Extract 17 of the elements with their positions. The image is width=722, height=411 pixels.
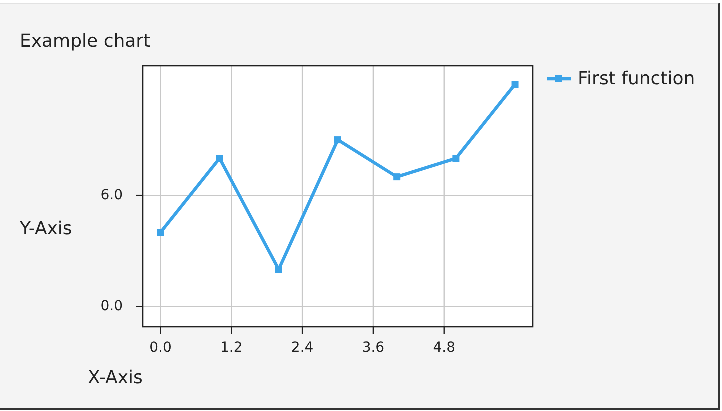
x-tick-label: 2.4 — [291, 340, 314, 356]
y-tick-label: 6.0 — [100, 188, 123, 204]
point — [275, 266, 282, 274]
point — [394, 174, 401, 181]
x-tick-label: 4.8 — [433, 340, 456, 356]
point — [512, 81, 519, 88]
legend-label: First function — [578, 68, 696, 90]
point — [334, 136, 342, 144]
x-tick-label: 0.0 — [150, 340, 172, 356]
x-tick-label: 1.2 — [220, 340, 243, 356]
point — [157, 229, 164, 236]
x-tick-label: 3.6 — [362, 340, 385, 356]
y-axis-title: Y-Axis — [19, 218, 72, 240]
x-axis-title: X-Axis — [88, 368, 143, 388]
chart-title: Example chart — [20, 31, 151, 52]
point — [216, 155, 224, 162]
point — [452, 155, 460, 162]
